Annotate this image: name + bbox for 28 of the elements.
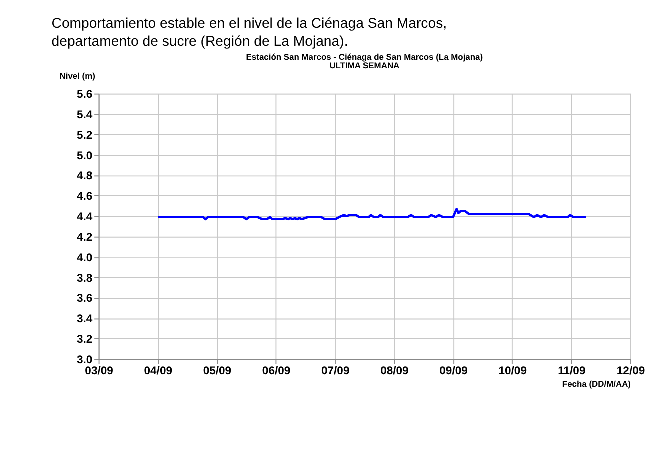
x-tick-label: 08/09 <box>380 366 409 378</box>
y-tick-label: 4.0 <box>77 252 93 264</box>
y-tick-label: 5.4 <box>77 109 94 122</box>
y-tick-label: 3.8 <box>77 272 93 285</box>
x-tick-label: 05/09 <box>203 366 232 378</box>
x-tick-label: 03/09 <box>85 366 114 378</box>
x-axis-title: Fecha (DD/M/AA) <box>562 378 632 389</box>
y-tick-label: 3.6 <box>77 293 93 306</box>
x-tick-label: 11/09 <box>558 366 586 378</box>
y-axis-title: Nivel (m) <box>60 71 96 82</box>
x-tick-label: 09/09 <box>440 366 468 378</box>
y-tick-label: 5.2 <box>77 130 93 142</box>
y-tick-label: 3.4 <box>77 314 94 326</box>
x-tick-label: 12/09 <box>616 366 646 378</box>
y-tick-label: 3.0 <box>77 354 93 366</box>
x-tick-label: 06/09 <box>262 366 291 378</box>
y-tick-label: 4.2 <box>77 232 93 244</box>
y-tick-label: 4.8 <box>77 170 93 183</box>
chart-title: Estación San Marcos - Ciénaga de San Marcos (La Mojana) <box>246 52 484 62</box>
y-tick-label: 3.2 <box>77 334 93 346</box>
x-tick-label: 04/09 <box>144 366 172 378</box>
y-tick-label: 5.0 <box>77 150 93 162</box>
text: Comportamiento estable en el nivel de la Ciénaga San Marcos, departamento de sucre (Región de La Mojana). <box>52 14 448 49</box>
x-tick-label: 10/09 <box>498 366 527 378</box>
y-tick-label: 5.6 <box>77 89 93 102</box>
x-tick-label: 07/09 <box>321 366 350 378</box>
y-tick-label: 4.4 <box>77 212 94 224</box>
y-tick-label: 4.6 <box>77 191 93 204</box>
